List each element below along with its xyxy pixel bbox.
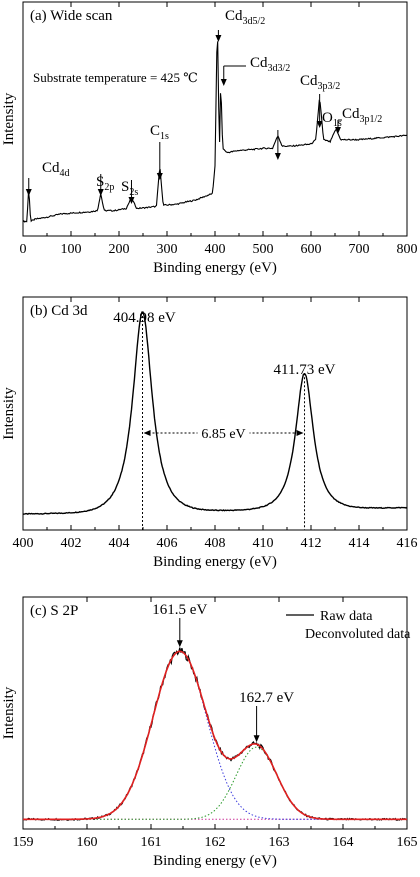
peak-label-cd-3d3-2: Cd3d3/2: [220, 55, 290, 86]
x-tick-label: 402: [61, 536, 82, 551]
peak-arrow-head: [274, 153, 281, 160]
peak-1-label: 161.5 eV: [152, 602, 207, 618]
peak-label-cd-3p3-2: Cd3p3/2: [300, 73, 340, 128]
peak-2-label: 162.7 eV: [239, 690, 294, 706]
x-tick-label: 400: [13, 536, 34, 551]
x-tick-label: 414: [349, 536, 370, 551]
y-axis-label: Intensity: [1, 92, 17, 145]
x-tick-label: 164: [333, 835, 354, 850]
x-tick-label: 162: [205, 835, 226, 850]
panel-1-axes: 400 402 404 406 408 410 412 414 416 Binding energ…: [1, 296, 418, 570]
separation-arrow-left: [143, 430, 151, 436]
x-tick-label: 300: [157, 242, 178, 257]
peak-2-label: 411.73 eV: [274, 362, 336, 378]
deconvoluted-fit-line: [23, 650, 407, 821]
peak-1-arrow: [176, 618, 183, 648]
peak-arrow-head: [220, 79, 227, 86]
peak-label-text: O1s: [322, 110, 342, 129]
x-tick-label: 163: [269, 835, 290, 850]
x-tick-label: 0: [20, 242, 27, 257]
peak-2-arrow: [253, 706, 260, 743]
x-tick-label: 408: [205, 536, 226, 551]
peak-1-label: 404.98 eV: [113, 310, 176, 326]
component-2-line: [23, 746, 407, 820]
peak-label-cd-3p1-2: Cd3p1/2: [334, 106, 382, 134]
peak-label-text: Cd3p1/2: [342, 106, 382, 125]
x-tick-label: 159: [13, 835, 34, 850]
separation-arrow-right: [296, 430, 304, 436]
x-tick-label: 700: [349, 242, 370, 257]
legend: Raw data Deconvoluted data: [286, 609, 411, 642]
peak-label-text: Cd3d5/2: [225, 8, 265, 27]
peak-arrow: [316, 94, 323, 128]
separation-label-bg: [197, 424, 250, 441]
peak-arrow: [334, 120, 341, 134]
peak-arrow: [128, 180, 135, 204]
peak-arrow-head: [97, 189, 104, 196]
panel-1-frame: [22, 296, 408, 531]
component-1-line: [23, 650, 407, 820]
x-tick-label: 406: [157, 536, 178, 551]
legend-fit-label: Deconvoluted data: [305, 627, 411, 642]
panel-label: (a) Wide scan: [30, 8, 113, 24]
peak-label-cd-4d: Cd4d: [25, 160, 70, 196]
wide-scan-line: [22, 41, 408, 223]
x-tick-label: 416: [397, 536, 418, 551]
x-tick-label: 400: [205, 242, 226, 257]
panel-2-axes: 159 160 161 162 163 164 165 Binding energy (eV)…: [1, 596, 418, 869]
cd3d-line: [22, 311, 408, 516]
peak-arrow: [220, 66, 227, 86]
x-axis-label: Binding energy (eV): [153, 554, 277, 570]
peak-label-text: C1s: [150, 123, 169, 142]
peak-arrow: [97, 174, 104, 196]
x-tick-label: 200: [109, 242, 130, 257]
peak-label-c-1s: C1s: [150, 123, 169, 180]
peak-label-text: Cd3p3/2: [300, 73, 340, 92]
x-tick-label: 404: [109, 536, 130, 551]
x-axis-label: Binding energy (eV): [153, 853, 277, 869]
peak-arrow-head: [156, 173, 163, 180]
peak-arrow: [215, 30, 222, 42]
panel-label: (b) Cd 3d: [30, 303, 88, 319]
x-tick-label: 800: [397, 242, 418, 257]
x-tick-label: 100: [61, 242, 82, 257]
peak-arrow: [25, 178, 32, 196]
peak-arrow-head: [316, 121, 323, 128]
peak-arrow-head: [25, 189, 32, 196]
peak-2-arrow-head: [253, 735, 260, 743]
panel-0-axes: 0 100 200 300 400 500 600 700 800 Binding energy …: [1, 1, 418, 276]
peak-label-text: S2s: [121, 179, 138, 198]
peak-1-arrow-head: [176, 640, 183, 648]
peak-arrow: [156, 142, 163, 180]
legend-raw-label: Raw data: [320, 609, 373, 624]
x-tick-label: 600: [301, 242, 322, 257]
x-tick-label: 161: [141, 835, 162, 850]
y-axis-label: Intensity: [1, 686, 17, 739]
x-tick-label: 160: [77, 835, 98, 850]
x-axis-label: Binding energy (eV): [153, 260, 277, 276]
substrate-temperature-annotation: Substrate temperature = 425 ℃: [33, 70, 198, 85]
peak-label-text: S2p: [96, 174, 114, 193]
peak-label-text: Cd3d3/2: [250, 55, 290, 74]
peak-arrow-head: [215, 35, 222, 42]
y-axis-label: Intensity: [1, 387, 17, 440]
peak-label-cd-3d5-2: Cd3d5/2: [215, 8, 265, 42]
peak-label-s-2s: S2s: [121, 179, 138, 204]
peak-label-s-2p: S2p: [96, 174, 114, 196]
x-tick-label: 500: [253, 242, 274, 257]
x-tick-label: 410: [253, 536, 274, 551]
raw-data-line: [22, 647, 408, 821]
x-tick-label: 412: [301, 536, 322, 551]
peak-arrow-head: [334, 127, 341, 134]
peak-arrow-head: [128, 197, 135, 204]
peak-label-o-1s: O1s: [274, 110, 342, 160]
x-tick-label: 165: [397, 835, 418, 850]
separation-label: 6.85 eV: [201, 427, 245, 442]
peak-label-text: Cd4d: [42, 160, 70, 179]
peak-arrow: [274, 130, 281, 160]
panel-label: (c) S 2P: [30, 603, 78, 619]
